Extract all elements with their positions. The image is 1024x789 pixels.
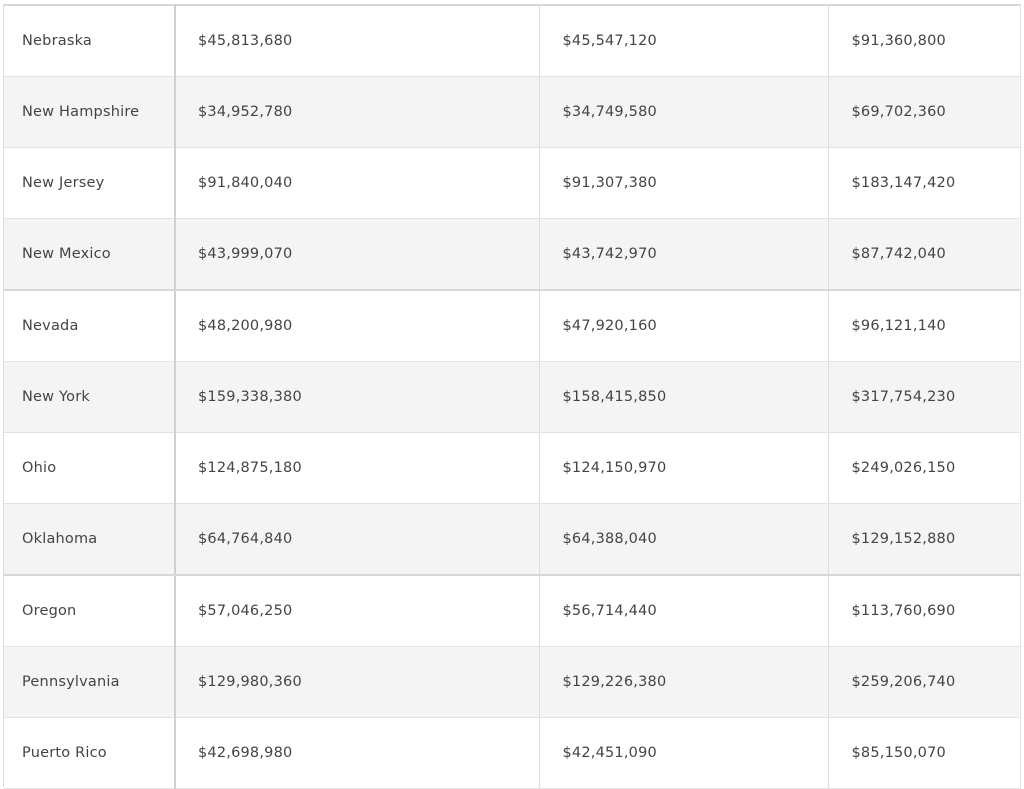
state-name-cell: New Hampshire bbox=[4, 76, 176, 148]
state-name-cell: Ohio bbox=[4, 432, 176, 504]
amount-cell: $124,875,180 bbox=[175, 432, 540, 504]
table-row: New York $159,338,380 $158,415,850 $317,… bbox=[4, 361, 1021, 433]
total-cell: $317,754,230 bbox=[828, 361, 1021, 433]
amount-cell: $34,952,780 bbox=[175, 76, 540, 148]
state-name-cell: Nebraska bbox=[4, 4, 176, 77]
state-name-cell: Oregon bbox=[4, 575, 176, 647]
amount-cell: $129,980,360 bbox=[175, 646, 540, 718]
total-cell: $259,206,740 bbox=[828, 646, 1021, 718]
state-funding-table-container: Nebraska $45,813,680 $45,547,120 $91,360… bbox=[4, 4, 1021, 789]
table-row: New Jersey $91,840,040 $91,307,380 $183,… bbox=[4, 147, 1021, 219]
state-name-cell: Puerto Rico bbox=[4, 717, 176, 789]
amount-cell: $47,920,160 bbox=[539, 290, 829, 362]
table-row: Ohio $124,875,180 $124,150,970 $249,026,… bbox=[4, 432, 1021, 504]
table-row: Nebraska $45,813,680 $45,547,120 $91,360… bbox=[4, 4, 1021, 77]
state-name-cell: Pennsylvania bbox=[4, 646, 176, 718]
amount-cell: $91,840,040 bbox=[175, 147, 540, 219]
table-row: Puerto Rico $42,698,980 $42,451,090 $85,… bbox=[4, 717, 1021, 789]
table-row: New Mexico $43,999,070 $43,742,970 $87,7… bbox=[4, 218, 1021, 291]
table-row: Pennsylvania $129,980,360 $129,226,380 $… bbox=[4, 646, 1021, 718]
total-cell: $69,702,360 bbox=[828, 76, 1021, 148]
total-cell: $87,742,040 bbox=[828, 218, 1021, 291]
total-cell: $96,121,140 bbox=[828, 290, 1021, 362]
table-row: New Hampshire $34,952,780 $34,749,580 $6… bbox=[4, 76, 1021, 148]
amount-cell: $34,749,580 bbox=[539, 76, 829, 148]
total-cell: $85,150,070 bbox=[828, 717, 1021, 789]
amount-cell: $159,338,380 bbox=[175, 361, 540, 433]
table-row: Oregon $57,046,250 $56,714,440 $113,760,… bbox=[4, 575, 1021, 647]
total-cell: $129,152,880 bbox=[828, 503, 1021, 576]
state-name-cell: New York bbox=[4, 361, 176, 433]
amount-cell: $43,742,970 bbox=[539, 218, 829, 291]
table-left-border bbox=[3, 4, 4, 787]
amount-cell: $48,200,980 bbox=[175, 290, 540, 362]
amount-cell: $45,813,680 bbox=[175, 4, 540, 77]
amount-cell: $43,999,070 bbox=[175, 218, 540, 291]
state-name-cell: New Mexico bbox=[4, 218, 176, 291]
table-row: Nevada $48,200,980 $47,920,160 $96,121,1… bbox=[4, 290, 1021, 362]
amount-cell: $64,388,040 bbox=[539, 503, 829, 576]
amount-cell: $91,307,380 bbox=[539, 147, 829, 219]
amount-cell: $57,046,250 bbox=[175, 575, 540, 647]
total-cell: $91,360,800 bbox=[828, 4, 1021, 77]
total-cell: $113,760,690 bbox=[828, 575, 1021, 647]
amount-cell: $124,150,970 bbox=[539, 432, 829, 504]
state-name-cell: Nevada bbox=[4, 290, 176, 362]
amount-cell: $129,226,380 bbox=[539, 646, 829, 718]
total-cell: $249,026,150 bbox=[828, 432, 1021, 504]
amount-cell: $64,764,840 bbox=[175, 503, 540, 576]
state-name-cell: Oklahoma bbox=[4, 503, 176, 576]
amount-cell: $56,714,440 bbox=[539, 575, 829, 647]
amount-cell: $45,547,120 bbox=[539, 4, 829, 77]
amount-cell: $42,451,090 bbox=[539, 717, 829, 789]
table-row: Oklahoma $64,764,840 $64,388,040 $129,15… bbox=[4, 503, 1021, 576]
state-funding-table: Nebraska $45,813,680 $45,547,120 $91,360… bbox=[4, 4, 1021, 789]
amount-cell: $158,415,850 bbox=[539, 361, 829, 433]
total-cell: $183,147,420 bbox=[828, 147, 1021, 219]
state-name-cell: New Jersey bbox=[4, 147, 176, 219]
amount-cell: $42,698,980 bbox=[175, 717, 540, 789]
